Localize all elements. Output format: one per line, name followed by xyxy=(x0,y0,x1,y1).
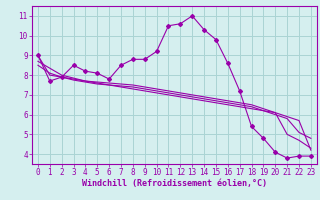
X-axis label: Windchill (Refroidissement éolien,°C): Windchill (Refroidissement éolien,°C) xyxy=(82,179,267,188)
